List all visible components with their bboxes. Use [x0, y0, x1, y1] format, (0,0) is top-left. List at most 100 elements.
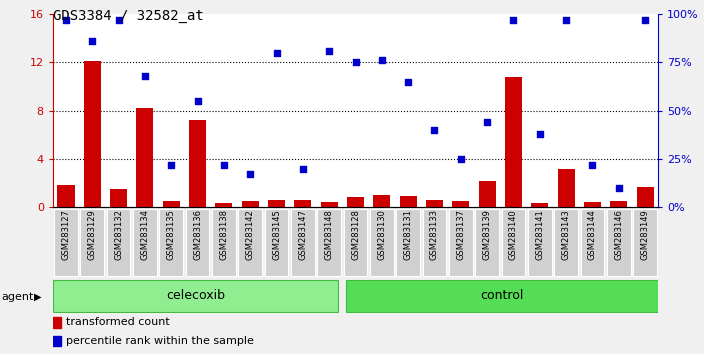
Bar	[268, 200, 285, 207]
FancyBboxPatch shape	[291, 209, 315, 276]
FancyBboxPatch shape	[318, 209, 341, 276]
FancyBboxPatch shape	[212, 209, 236, 276]
Bar	[137, 108, 153, 207]
FancyBboxPatch shape	[396, 209, 420, 276]
Text: GSM283131: GSM283131	[403, 209, 413, 260]
Point	[218, 162, 230, 167]
Bar	[320, 202, 338, 207]
Point	[297, 166, 308, 171]
Bar	[610, 201, 627, 207]
FancyBboxPatch shape	[344, 209, 367, 276]
Point	[61, 17, 72, 23]
Bar	[532, 204, 548, 207]
Text: GSM283128: GSM283128	[351, 209, 360, 260]
Point	[244, 171, 256, 177]
Point	[639, 17, 650, 23]
Text: transformed count: transformed count	[66, 318, 170, 327]
FancyBboxPatch shape	[475, 209, 499, 276]
FancyBboxPatch shape	[80, 209, 104, 276]
Text: control: control	[481, 289, 524, 302]
Bar	[347, 198, 364, 207]
Point	[587, 162, 598, 167]
FancyBboxPatch shape	[633, 209, 657, 276]
Point	[350, 59, 361, 65]
Point	[455, 156, 467, 162]
Bar	[53, 280, 339, 312]
FancyBboxPatch shape	[449, 209, 472, 276]
Text: ▶: ▶	[34, 292, 42, 302]
Text: GSM283141: GSM283141	[535, 209, 544, 260]
Text: celecoxib: celecoxib	[166, 289, 225, 302]
Text: GSM283140: GSM283140	[509, 209, 518, 260]
Text: GSM283145: GSM283145	[272, 209, 281, 260]
Text: GSM283130: GSM283130	[377, 209, 386, 260]
Text: GSM283147: GSM283147	[298, 209, 308, 260]
Text: percentile rank within the sample: percentile rank within the sample	[66, 336, 254, 346]
Point	[165, 162, 177, 167]
Text: GSM283148: GSM283148	[325, 209, 334, 260]
Text: GSM283137: GSM283137	[456, 209, 465, 260]
Point	[560, 17, 572, 23]
Point	[482, 119, 493, 125]
Point	[376, 58, 387, 63]
Bar	[373, 195, 391, 207]
Text: GSM283146: GSM283146	[615, 209, 623, 260]
Bar	[294, 200, 311, 207]
FancyBboxPatch shape	[422, 209, 446, 276]
Point	[271, 50, 282, 56]
Text: GSM283136: GSM283136	[193, 209, 202, 260]
Text: GSM283135: GSM283135	[167, 209, 176, 260]
Point	[534, 131, 546, 137]
Point	[429, 127, 440, 133]
FancyBboxPatch shape	[54, 209, 78, 276]
Point	[403, 79, 414, 85]
Text: GSM283129: GSM283129	[88, 209, 96, 260]
Text: GSM283127: GSM283127	[61, 209, 70, 260]
Bar	[215, 204, 232, 207]
Bar	[163, 201, 180, 207]
Text: GDS3384 / 32582_at: GDS3384 / 32582_at	[53, 9, 203, 23]
FancyBboxPatch shape	[581, 209, 604, 276]
Text: GSM283142: GSM283142	[246, 209, 255, 260]
Bar	[584, 202, 601, 207]
FancyBboxPatch shape	[239, 209, 262, 276]
Text: GSM283133: GSM283133	[430, 209, 439, 260]
Point	[192, 98, 203, 104]
Bar	[189, 120, 206, 207]
Text: GSM283144: GSM283144	[588, 209, 597, 260]
Point	[113, 17, 124, 23]
FancyBboxPatch shape	[186, 209, 209, 276]
FancyBboxPatch shape	[159, 209, 183, 276]
Bar	[241, 201, 259, 207]
Text: GSM283143: GSM283143	[562, 209, 571, 260]
FancyBboxPatch shape	[265, 209, 289, 276]
Bar	[558, 169, 574, 207]
FancyBboxPatch shape	[554, 209, 578, 276]
Point	[139, 73, 151, 79]
Bar	[400, 196, 417, 207]
Bar	[53, 317, 61, 327]
FancyBboxPatch shape	[502, 209, 525, 276]
FancyBboxPatch shape	[133, 209, 157, 276]
Text: GSM283132: GSM283132	[114, 209, 123, 260]
Text: GSM283138: GSM283138	[220, 209, 228, 260]
Bar	[426, 200, 443, 207]
FancyBboxPatch shape	[370, 209, 394, 276]
Bar	[505, 77, 522, 207]
FancyBboxPatch shape	[107, 209, 130, 276]
Bar	[84, 61, 101, 207]
Text: GSM283149: GSM283149	[641, 209, 650, 260]
Text: GSM283134: GSM283134	[140, 209, 149, 260]
Bar	[110, 189, 127, 207]
Point	[324, 48, 335, 54]
Point	[613, 185, 624, 190]
Point	[508, 17, 519, 23]
Bar	[53, 336, 61, 346]
Bar	[452, 201, 470, 207]
FancyBboxPatch shape	[607, 209, 631, 276]
Bar	[479, 181, 496, 207]
Bar	[58, 185, 75, 207]
Text: GSM283139: GSM283139	[483, 209, 491, 260]
Point	[87, 38, 98, 44]
FancyBboxPatch shape	[528, 209, 552, 276]
